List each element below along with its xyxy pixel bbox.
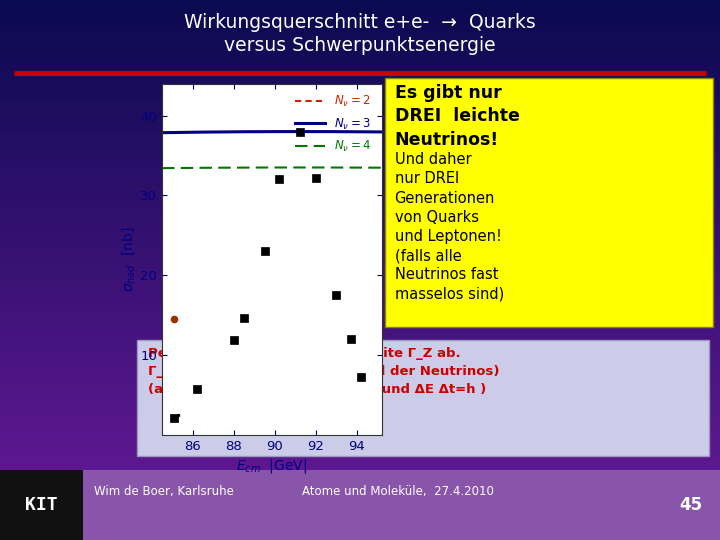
FancyBboxPatch shape: [137, 340, 709, 456]
X-axis label: $E_{cm}$  |GeV|: $E_{cm}$ |GeV|: [236, 457, 307, 475]
Text: KIT: KIT: [25, 496, 58, 514]
Text: Wirkungsquerschnitt e+e-  →  Quarks: Wirkungsquerschnitt e+e- → Quarks: [184, 14, 536, 32]
Text: 45: 45: [679, 496, 702, 514]
Text: Es gibt nur
DREI  leichte
Neutrinos!: Es gibt nur DREI leichte Neutrinos!: [395, 84, 519, 149]
FancyBboxPatch shape: [0, 470, 83, 540]
Legend: $N_\nu = 2$, $N_\nu = 3$, $N_\nu = 4$: $N_\nu = 2$, $N_\nu = 3$, $N_\nu = 4$: [290, 90, 376, 159]
Text: Wim de Boer, Karlsruhe: Wim de Boer, Karlsruhe: [94, 485, 233, 498]
Text: Und daher
nur DREI
Generationen
von Quarks
und Leptonen!
(falls alle
Neutrinos f: Und daher nur DREI Generationen von Quar…: [395, 152, 504, 302]
Text: Atome und Moleküle,  27.4.2010: Atome und Moleküle, 27.4.2010: [302, 485, 494, 498]
FancyBboxPatch shape: [385, 78, 713, 327]
Text: Peak hängt von der totalen Breite Γ_Z ab.
Γ_Z= h/Lebensdauer = F(Anzahl der Neut: Peak hängt von der totalen Breite Γ_Z ab…: [148, 347, 499, 396]
Text: versus Schwerpunktsenergie: versus Schwerpunktsenergie: [224, 36, 496, 55]
Y-axis label: $\sigma_{had}$  [nb]: $\sigma_{had}$ [nb]: [121, 226, 138, 292]
FancyBboxPatch shape: [0, 470, 720, 540]
